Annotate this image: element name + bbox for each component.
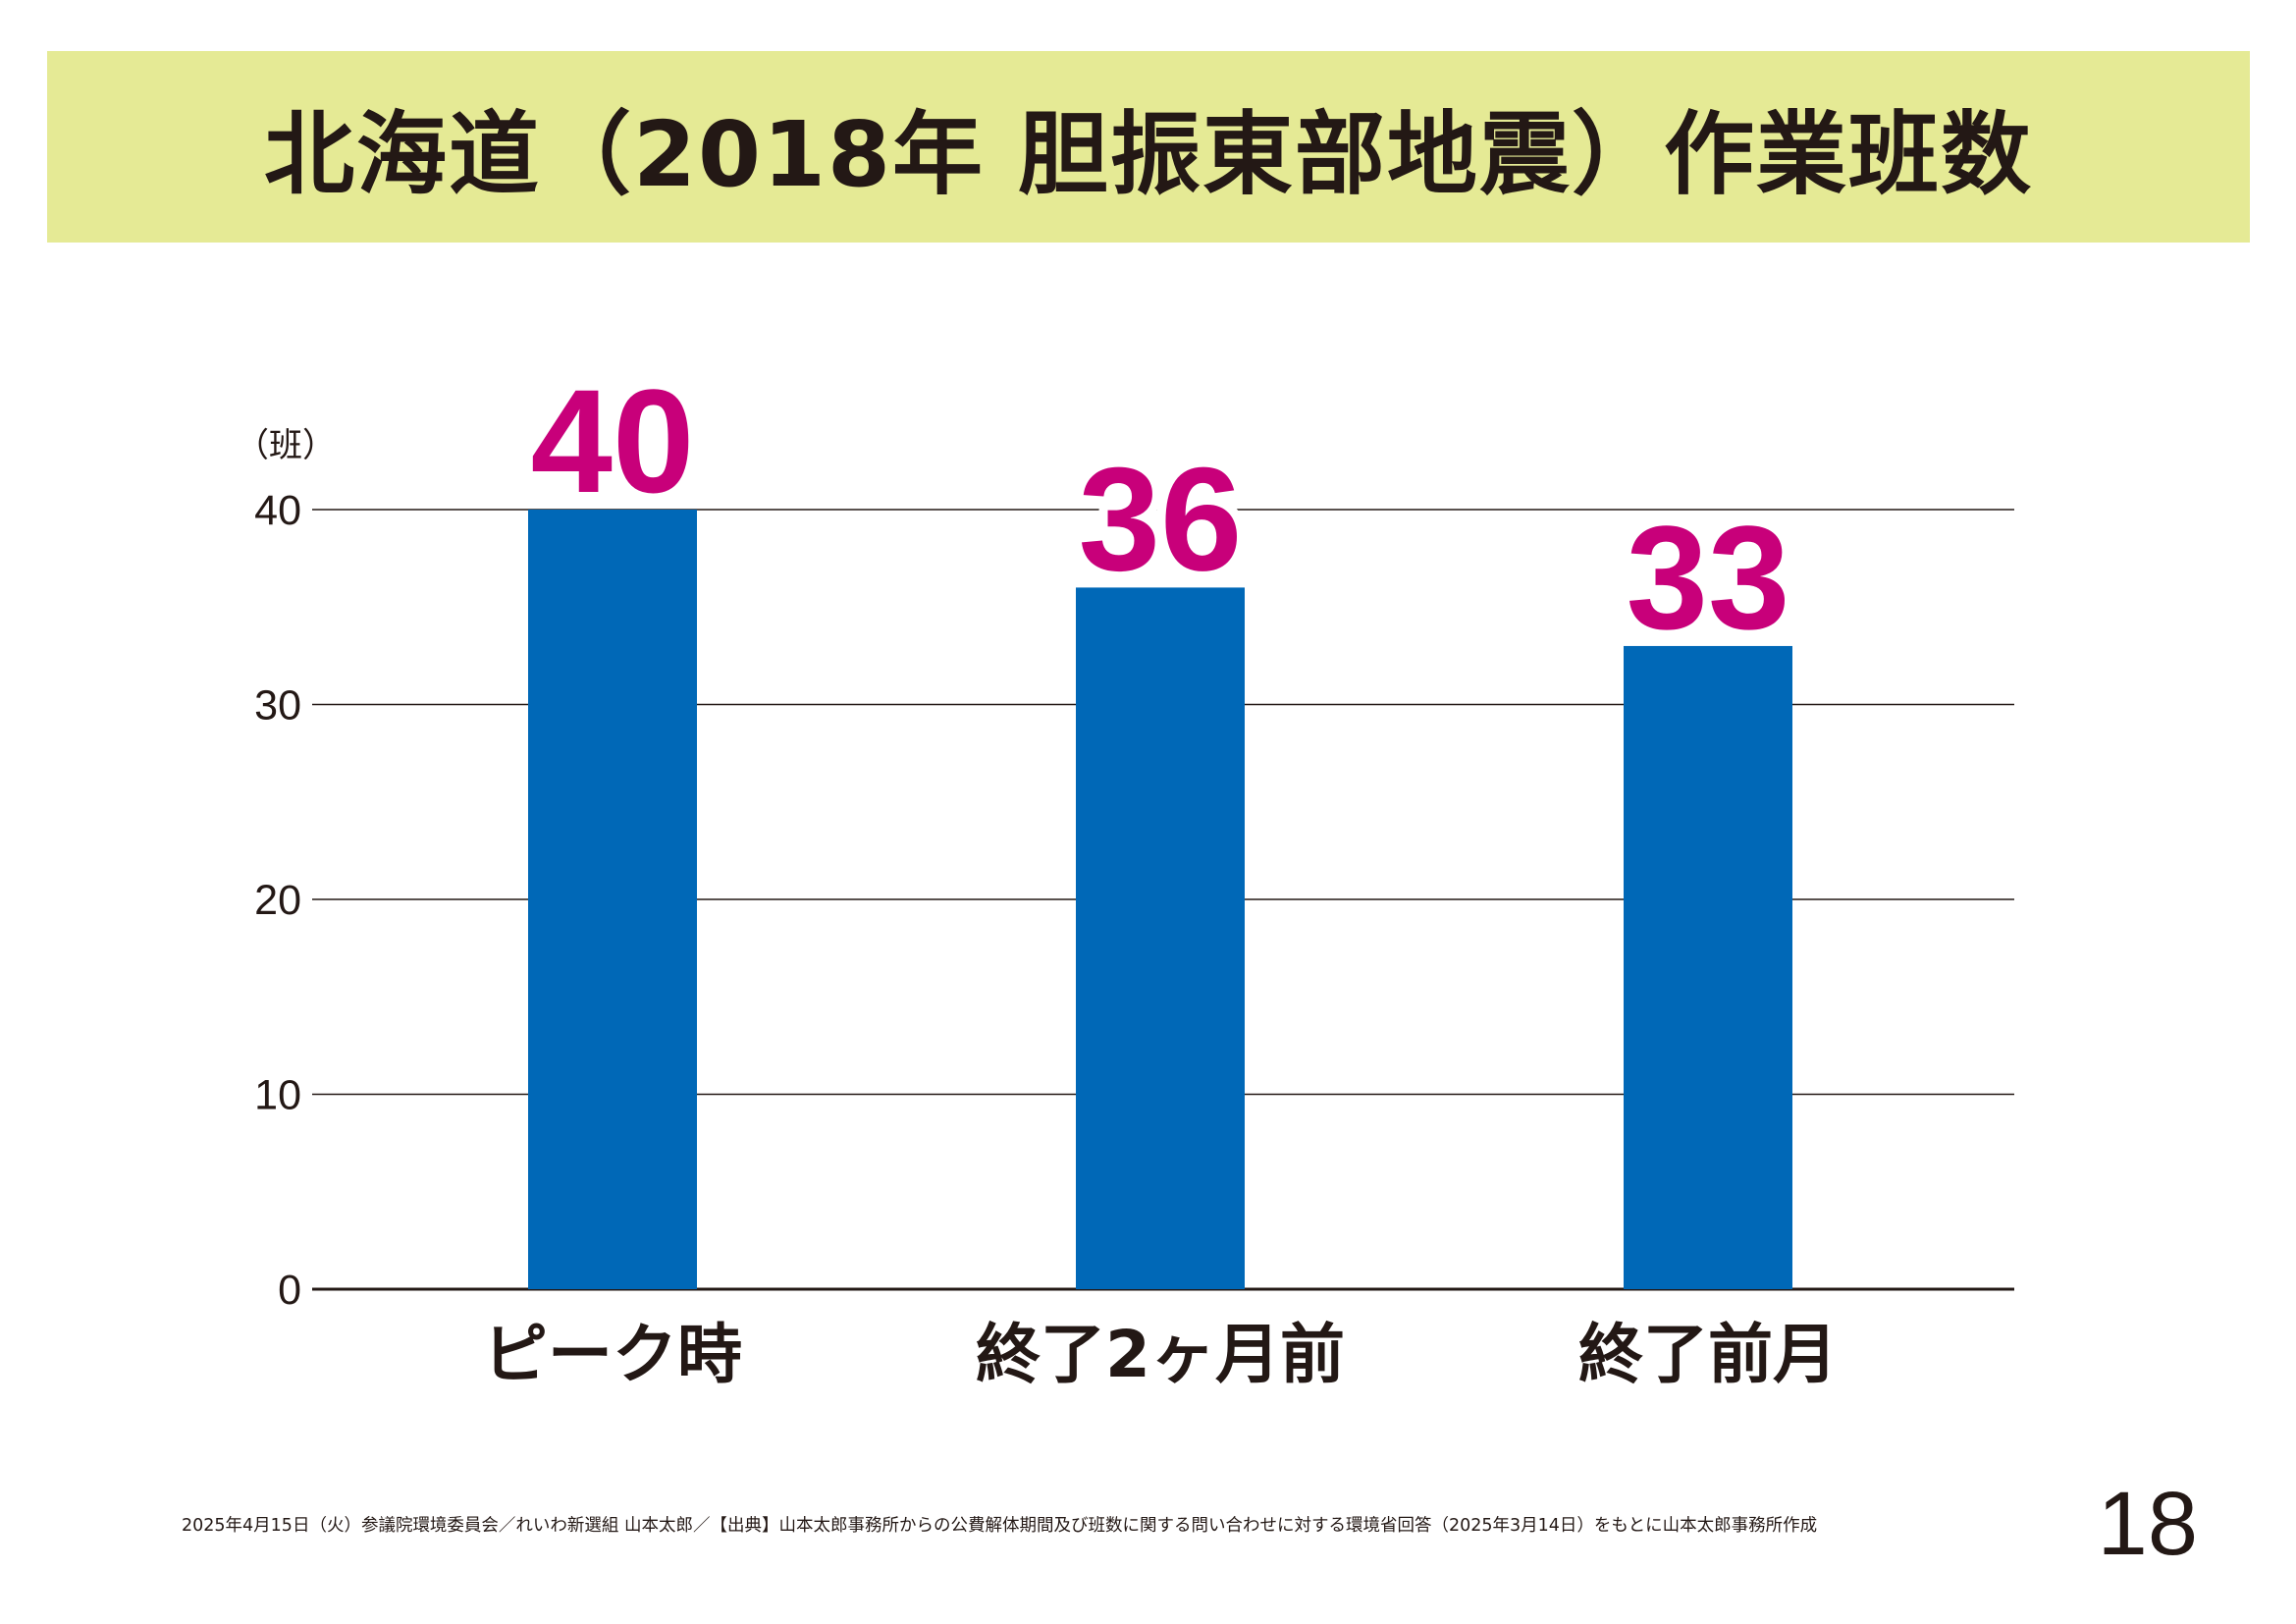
source-note: 2025年4月15日（火）参議院環境委員会／れいわ新選組 山本太郎／【出典】山本… xyxy=(182,1516,1818,1536)
y-tick-label-40: 40 xyxy=(254,487,301,534)
bar-1 xyxy=(528,510,697,1289)
data-label-halo-1: 40 xyxy=(531,358,695,523)
y-unit-label: （班） xyxy=(236,426,336,465)
data-label-2: 36 xyxy=(1079,436,1243,601)
y-tick-label-10: 10 xyxy=(254,1072,301,1119)
y-tick-label-20: 20 xyxy=(254,877,301,924)
bar-2 xyxy=(1076,587,1245,1289)
data-label-3: 33 xyxy=(1627,495,1790,660)
page-number: 18 xyxy=(2097,1474,2198,1574)
x-category-label-3: 終了前月 xyxy=(1578,1317,1838,1392)
chart-title: 北海道（2018年 胆振東部地震）作業班数 xyxy=(263,102,2034,207)
x-category-label-2: 終了2ヶ月前 xyxy=(976,1317,1345,1392)
data-label-halo-3: 33 xyxy=(1627,495,1790,660)
title-banner: 北海道（2018年 胆振東部地震）作業班数 xyxy=(47,51,2250,243)
y-tick-label-0: 0 xyxy=(278,1267,301,1314)
x-category-label-1: ピーク時 xyxy=(483,1317,742,1392)
bar-3 xyxy=(1624,645,1792,1289)
data-label-halo-2: 36 xyxy=(1079,436,1243,601)
data-label-1: 40 xyxy=(531,358,695,523)
y-tick-label-30: 30 xyxy=(254,682,301,730)
